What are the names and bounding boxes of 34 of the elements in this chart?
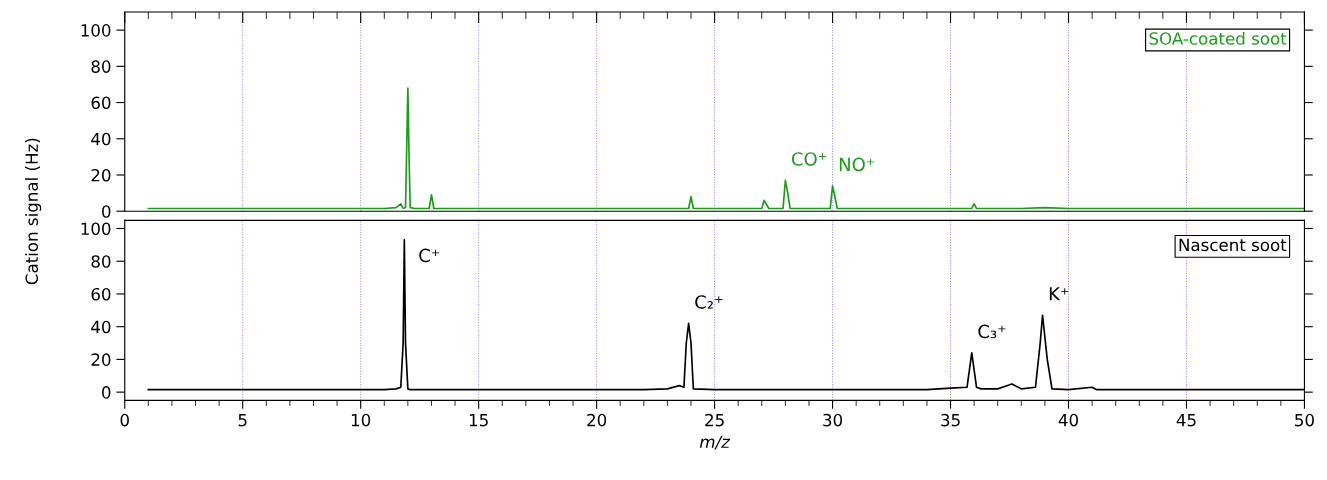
y-axis-title: Cation signal (Hz) bbox=[25, 138, 42, 285]
y-tick-label: 40 bbox=[91, 320, 111, 334]
y-tick-label: 0 bbox=[102, 205, 111, 218]
annotation: C₂⁺ bbox=[695, 295, 723, 309]
x-tick-label: 25 bbox=[705, 413, 724, 427]
x-tick-label: 45 bbox=[1176, 414, 1196, 427]
x-tick-label: 0 bbox=[120, 413, 129, 427]
y-tick-label: 60 bbox=[91, 96, 111, 110]
annotation: SOA-coated soot bbox=[1149, 31, 1287, 45]
x-tick-label: 5 bbox=[238, 414, 247, 427]
annotation: K⁺ bbox=[1049, 287, 1069, 301]
y-tick-label: 20 bbox=[91, 353, 111, 366]
y-tick-label: 0 bbox=[102, 386, 111, 399]
x-tick-label: 50 bbox=[1295, 413, 1314, 427]
x-tick-label: 30 bbox=[823, 413, 843, 427]
x-tick-label: 15 bbox=[469, 414, 488, 427]
line-series bbox=[147, 87, 1305, 210]
annotation: C₃⁺ bbox=[978, 324, 1006, 339]
annotation: C⁺ bbox=[419, 248, 440, 263]
x-tick-label: 35 bbox=[941, 413, 960, 427]
x-tick-label: 20 bbox=[587, 413, 607, 427]
y-tick-label: 100 bbox=[81, 24, 111, 37]
y-tick-label: 20 bbox=[91, 168, 111, 182]
y-tick-label: 100 bbox=[81, 222, 111, 236]
y-tick-label: 80 bbox=[91, 255, 111, 268]
annotation: NO⁺ bbox=[839, 157, 875, 172]
y-tick-label: 40 bbox=[91, 132, 111, 146]
annotation: Nascent soot bbox=[1179, 238, 1287, 252]
y-tick-label: 80 bbox=[91, 60, 111, 73]
x-tick-label: 40 bbox=[1058, 413, 1078, 427]
annotation: CO⁺ bbox=[791, 152, 827, 166]
x-tick-label: 10 bbox=[351, 413, 371, 427]
x-axis-title: m/z bbox=[699, 435, 731, 450]
y-tick-label: 60 bbox=[91, 287, 111, 301]
